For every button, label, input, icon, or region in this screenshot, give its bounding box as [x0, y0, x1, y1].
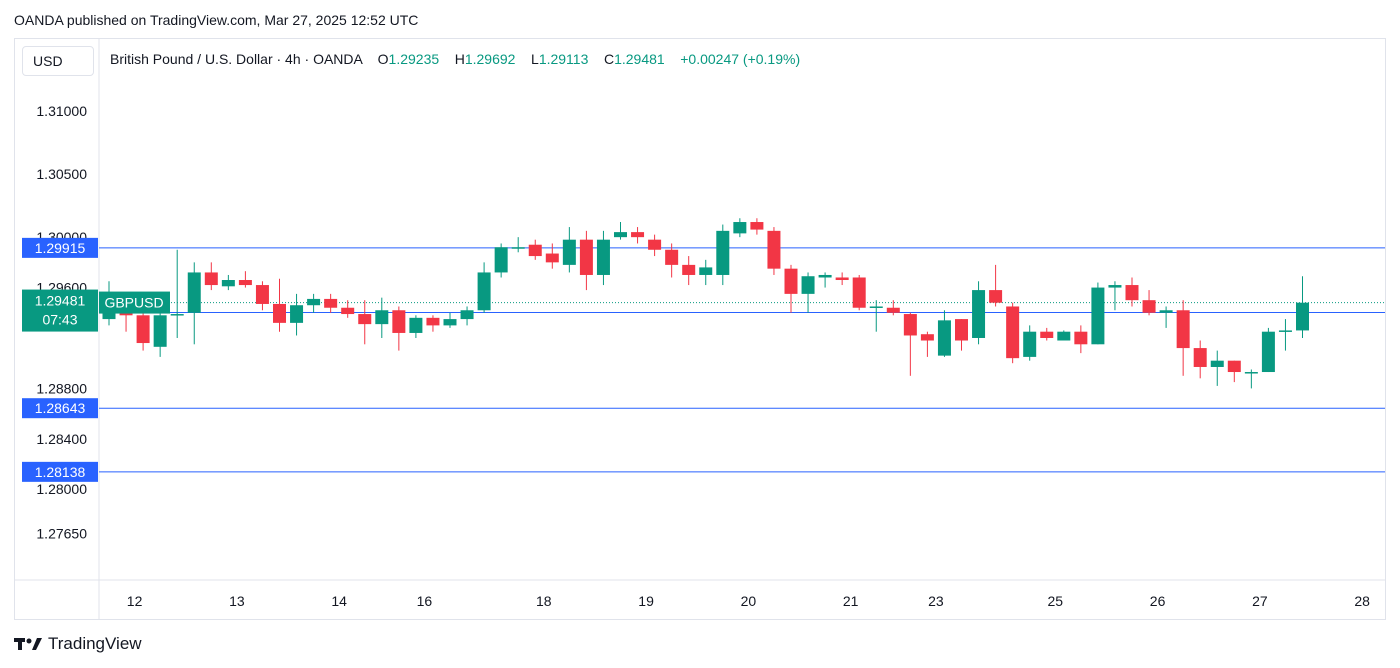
symbol-legend: British Pound / U.S. Dollar · 4h · OANDA…	[110, 51, 800, 67]
symbol-title[interactable]: British Pound / U.S. Dollar · 4h · OANDA	[110, 51, 363, 67]
footer-brand: TradingView	[48, 634, 142, 653]
low-label: L	[531, 51, 539, 67]
high-label: H	[454, 51, 465, 67]
close-label: C	[603, 51, 615, 67]
open-label: O	[377, 51, 389, 67]
tradingview-footer: TradingView	[14, 634, 142, 654]
high-value: 1.29692	[464, 51, 516, 67]
change-value: +0.00247 (+0.19%)	[680, 51, 801, 67]
publisher-header: OANDA published on TradingView.com, Mar …	[14, 12, 419, 28]
currency-button[interactable]: USD	[22, 46, 94, 76]
tradingview-logo-icon	[14, 636, 44, 652]
chart-frame	[14, 38, 1386, 620]
close-value: 1.29481	[614, 51, 665, 67]
low-value: 1.29113	[538, 51, 589, 67]
open-value: 1.29235	[388, 51, 440, 67]
